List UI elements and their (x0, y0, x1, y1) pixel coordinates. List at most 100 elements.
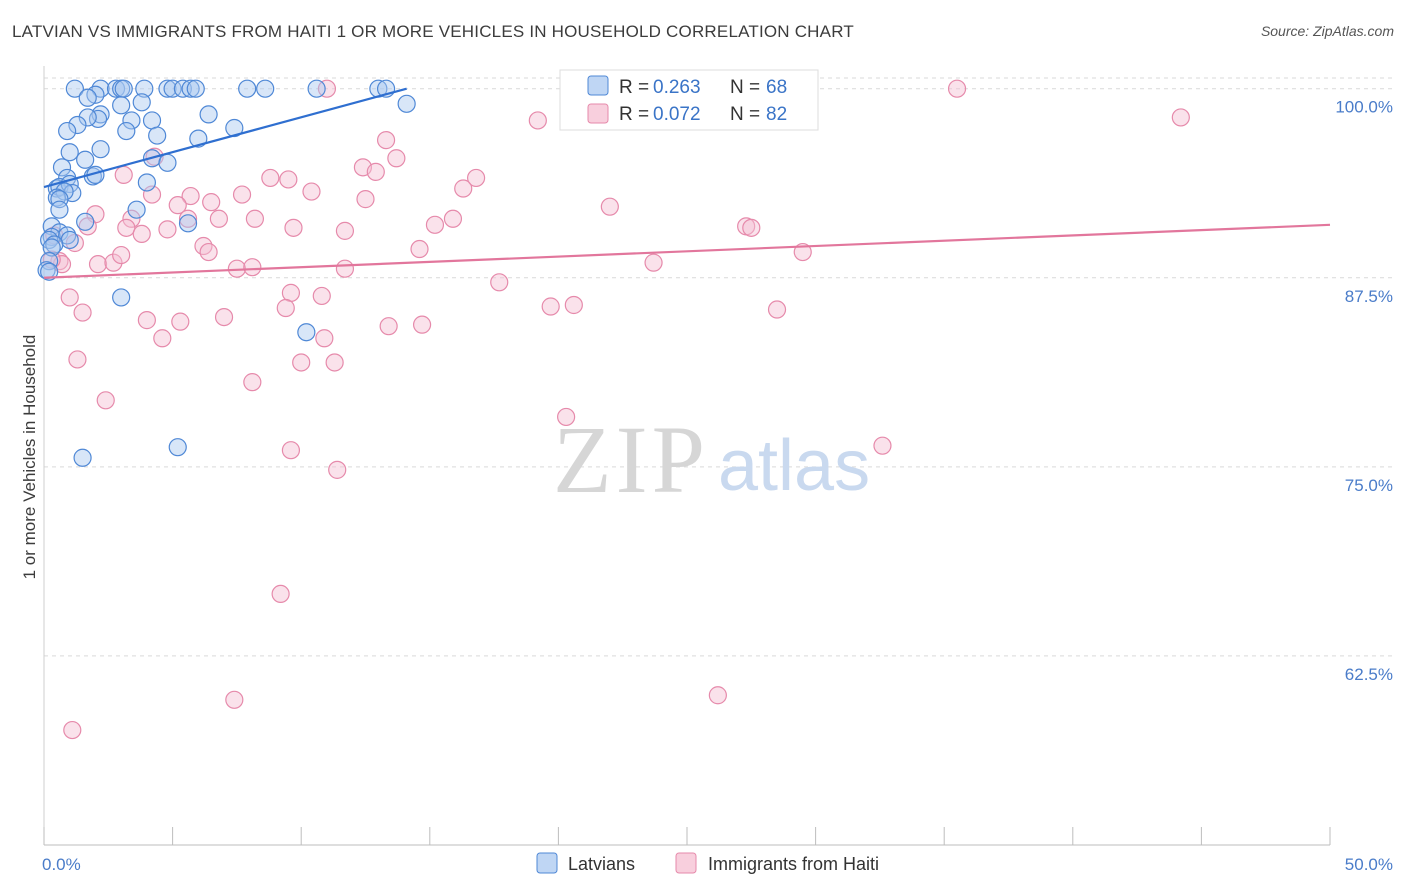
latvians-point-2 (106, 79, 126, 98)
latvians-point-60 (42, 238, 61, 257)
haiti-point-12 (466, 168, 486, 188)
haiti-point-57 (276, 298, 295, 318)
legend-n-value-2: 82 (766, 104, 787, 125)
latvians-point-30 (148, 126, 167, 145)
haiti-point-1 (947, 79, 967, 98)
haiti-point-78 (708, 686, 727, 705)
source-label: Source: ZipAtlas.com (1260, 23, 1394, 39)
latvians-point-59 (45, 235, 64, 254)
latvians-point-64 (112, 288, 131, 307)
haiti-point-69 (325, 353, 344, 372)
haiti-point-18 (356, 190, 375, 209)
y-tick-label-1: 75.0% (1345, 476, 1393, 495)
latvians-point-32 (60, 143, 79, 162)
bottom-legend-swatch-haiti (675, 852, 697, 874)
latvians-point-5 (135, 79, 154, 98)
haiti-point-27 (425, 215, 445, 234)
bottom-legend-label-haiti: Immigrants from Haiti (708, 854, 879, 874)
haiti-point-25 (245, 209, 265, 228)
haiti-point-21 (168, 196, 187, 215)
haiti-point-73 (873, 436, 892, 455)
haiti-point-10 (261, 168, 280, 188)
legend-r-value-1: 0.263 (653, 77, 701, 98)
legend-r-value-2: 0.072 (653, 104, 701, 125)
haiti-point-66 (315, 329, 334, 348)
legend-swatch-haiti (587, 103, 609, 124)
haiti-point-55 (541, 297, 560, 316)
legend-r-label-2: R = (619, 104, 649, 125)
legend-swatch-latvians (587, 75, 609, 96)
haiti-point-64 (412, 315, 432, 334)
haiti-point-51 (490, 273, 509, 292)
haiti-point-76 (271, 584, 290, 604)
haiti-point-7 (366, 162, 385, 181)
haiti-point-16 (232, 185, 252, 204)
haiti-point-11 (279, 170, 298, 189)
haiti-point-46 (112, 245, 131, 265)
haiti-point-52 (281, 283, 301, 302)
latvians-point-6 (158, 79, 177, 98)
haiti-point-14 (142, 185, 162, 204)
haiti-point-53 (60, 288, 79, 307)
latvians-point-18 (132, 93, 151, 112)
haiti-point-24 (209, 209, 228, 228)
haiti-point-72 (557, 407, 576, 427)
legend-n-label-2: N = (730, 104, 760, 125)
haiti-trend-line (43, 223, 1331, 279)
latvians-point-12 (256, 79, 275, 98)
haiti-point-17 (302, 182, 321, 201)
latvians-point-49 (127, 200, 146, 219)
haiti-point-77 (225, 690, 244, 709)
bottom-legend: Latvians Immigrants from Haiti (536, 852, 879, 874)
latvians-point-10 (186, 79, 205, 98)
latvians-point-0 (65, 79, 84, 98)
haiti-point-13 (454, 179, 473, 198)
haiti-point-75 (328, 460, 347, 479)
haiti-point-50 (644, 253, 663, 272)
haiti-point-58 (767, 300, 787, 319)
latvians-point-24 (122, 111, 141, 130)
latvians-point-9 (181, 79, 200, 98)
latvians-point-33 (91, 140, 110, 159)
latvians-point-51 (76, 212, 95, 231)
gridlines (44, 77, 1392, 657)
latvians-point-28 (117, 121, 136, 141)
haiti-point-28 (122, 209, 141, 228)
latvians-point-41 (137, 173, 156, 192)
legend-r-label-1: R = (619, 77, 649, 98)
watermark: ZIP atlas (553, 406, 870, 513)
chart-title: LATVIAN VS IMMIGRANTS FROM HAITI 1 OR MO… (12, 22, 854, 41)
trend-lines (43, 87, 1331, 279)
y-tick-labels: 62.5% 75.0% 87.5% 100.0% (1335, 98, 1393, 684)
haiti-point-23 (178, 209, 198, 228)
y-tick-label-0: 62.5% (1345, 665, 1393, 684)
latvians-point-66 (168, 438, 187, 457)
latvians-point-19 (112, 96, 131, 115)
haiti-point-9 (114, 165, 133, 185)
latvians-point-4 (114, 79, 133, 98)
latvians-point-7 (163, 79, 182, 98)
latvians-point-27 (58, 121, 77, 141)
latvians-point-8 (173, 79, 192, 98)
haiti-point-36 (132, 224, 151, 244)
latvians-point-26 (68, 115, 87, 135)
haiti-point-65 (153, 329, 172, 348)
haiti-point-0 (317, 79, 337, 98)
haiti-point-49 (335, 259, 355, 278)
y-tick-label-3: 100.0% (1335, 98, 1393, 117)
haiti-point-68 (292, 353, 311, 372)
latvians-point-36 (158, 153, 177, 172)
latvians-point-65 (297, 323, 316, 342)
haiti-point-4 (376, 131, 396, 150)
haiti-point-2 (528, 111, 547, 130)
haiti-point-33 (335, 221, 355, 240)
haiti-point-45 (104, 253, 123, 272)
haiti-point-67 (68, 350, 87, 369)
haiti-point-20 (202, 193, 221, 212)
latvians-point-25 (142, 111, 162, 130)
legend-box: R = 0.263 N = 68 R = 0.072 N = 82 (559, 69, 819, 131)
haiti-point-59 (73, 303, 92, 322)
haiti-point-39 (199, 242, 218, 262)
haiti-point-60 (214, 307, 234, 327)
